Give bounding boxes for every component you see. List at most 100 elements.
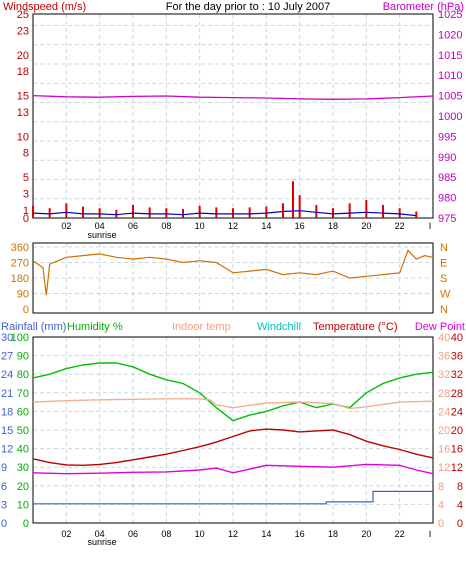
rainfall-mm-line <box>33 490 433 505</box>
windspeed-tick-label: 13 <box>17 107 29 119</box>
x-tick-label: 14 <box>261 221 271 231</box>
rainfall-tick-label: 6 <box>1 481 7 493</box>
panel2-frame <box>32 242 434 314</box>
temperature-tick-label: 36 <box>451 351 463 363</box>
panel1-x-ticks: 02 04 06 08 10 12 14 16 18 20 22 I <box>61 221 431 231</box>
windspeed-line <box>32 210 417 217</box>
direction-tick-label: 270 <box>11 258 29 270</box>
indoor-temp-line <box>32 398 434 410</box>
compass-tick-label: E <box>440 258 447 270</box>
barometer-tick-label: 1010 <box>438 70 462 82</box>
indoor-temp-tick-label: 20 <box>438 425 450 437</box>
x-tick-label: 02 <box>61 221 71 231</box>
panel1-sunrise-label: sunrise <box>87 230 116 240</box>
humidity-tick-label: 30 <box>17 462 29 474</box>
barometer-tick-label: 1020 <box>438 29 462 41</box>
humidity-tick-label: 20 <box>17 481 29 493</box>
compass-tick-label: W <box>440 289 451 301</box>
panel3-series <box>32 362 434 505</box>
temperature-tick-label: 16 <box>451 444 463 456</box>
x-tick-label: 20 <box>361 221 371 231</box>
windspeed-tick-label: 20 <box>17 50 29 62</box>
x-tick-label: 18 <box>328 221 338 231</box>
x-tick-label: 04 <box>95 529 105 539</box>
rainfall-tick-label: 21 <box>1 388 13 400</box>
rainfall-tick-label: 9 <box>1 462 7 474</box>
temperature-tick-label: 0 <box>457 518 463 530</box>
barometer-tick-label: 1005 <box>438 91 462 103</box>
panel2-degree-ticks: 0 90 180 270 360 <box>11 242 29 316</box>
x-tick-label: 06 <box>128 221 138 231</box>
barometer-tick-label: 975 <box>438 213 456 225</box>
indoor-temp-tick-label: 0 <box>438 518 444 530</box>
humidity-tick-label: 10 <box>17 499 29 511</box>
panel2-grid <box>33 243 433 313</box>
x-tick-label: 06 <box>128 529 138 539</box>
panel1-barometer-ticks: 975 980 985 990 995 1000 1005 1010 1015 1020 1025 <box>438 9 462 225</box>
humidity-tick-label: 100 <box>11 332 29 344</box>
temperature-tick-label: 20 <box>451 425 463 437</box>
windspeed-axis-title: Windspeed (m/s) <box>3 1 86 13</box>
rainfall-tick-label: 12 <box>1 444 13 456</box>
humidity-tick-label: 60 <box>17 406 29 418</box>
direction-tick-label: 0 <box>23 304 29 316</box>
panel3-rainfall-ticks: 0 3 6 9 12 15 18 21 24 27 30 <box>1 332 13 530</box>
x-tick-label: 12 <box>228 529 238 539</box>
windspeed-tick-label: 0 <box>23 213 29 225</box>
temperature-tick-label: 32 <box>451 369 463 381</box>
indoor-temp-tick-label: 32 <box>438 369 450 381</box>
barometer-tick-label: 995 <box>438 131 456 143</box>
x-tick-label: 10 <box>195 529 205 539</box>
temperature-tick-label: 40 <box>451 332 463 344</box>
rainfall-tick-label: 0 <box>1 518 7 530</box>
barometer-tick-label: 1000 <box>438 111 462 123</box>
barometer-line <box>32 94 434 100</box>
barometer-tick-label: 1015 <box>438 50 462 62</box>
indoor-temp-tick-label: 4 <box>438 499 444 511</box>
compass-tick-label: N <box>440 242 448 254</box>
barometer-tick-label: 985 <box>438 172 456 184</box>
indoor-temp-tick-label: 16 <box>438 444 450 456</box>
humidity-line <box>32 362 434 422</box>
dew-point-line <box>32 463 434 475</box>
wind-direction-line <box>32 249 434 296</box>
x-tick-label: 10 <box>195 221 205 231</box>
legend-humidity: Humidity % <box>67 321 123 333</box>
humidity-tick-label: 90 <box>17 351 29 363</box>
legend-dew-point: Dew Point <box>415 321 465 333</box>
compass-tick-label: N <box>440 304 448 316</box>
x-tick-label: I <box>429 221 432 231</box>
indoor-temp-tick-label: 36 <box>438 351 450 363</box>
temperature-c-line <box>32 428 434 467</box>
rainfall-tick-label: 15 <box>1 425 13 437</box>
temperature-tick-label: 12 <box>451 462 463 474</box>
panel3-x-ticks: 02 04 06 08 10 12 14 16 18 20 22 I <box>61 529 431 539</box>
direction-tick-label: 180 <box>11 273 29 285</box>
x-tick-label: 12 <box>228 221 238 231</box>
legend-windchill: Windchill <box>257 321 301 333</box>
temperature-tick-label: 4 <box>457 499 463 511</box>
x-tick-label: 04 <box>95 221 105 231</box>
barometer-tick-label: 980 <box>438 193 456 205</box>
humidity-tick-label: 40 <box>17 444 29 456</box>
temperature-tick-label: 24 <box>451 406 463 418</box>
legend-indoor-temp: Indoor temp <box>172 321 231 333</box>
windspeed-tick-label: 23 <box>17 25 29 37</box>
x-tick-label: 08 <box>161 221 171 231</box>
indoor-temp-tick-label: 24 <box>438 406 450 418</box>
x-tick-label: 16 <box>295 221 305 231</box>
compass-tick-label: S <box>440 273 447 285</box>
rainfall-tick-label: 18 <box>1 406 13 418</box>
windspeed-tick-label: 3 <box>23 189 29 201</box>
x-tick-label: 16 <box>295 529 305 539</box>
direction-tick-label: 90 <box>17 289 29 301</box>
barometer-tick-label: 990 <box>438 152 456 164</box>
windspeed-tick-label: 10 <box>17 131 29 143</box>
panel1-grid <box>33 14 433 219</box>
temperature-tick-label: 28 <box>451 388 463 400</box>
x-tick-label: 08 <box>161 529 171 539</box>
windspeed-tick-label: 8 <box>23 148 29 160</box>
indoor-temp-tick-label: 8 <box>438 481 444 493</box>
